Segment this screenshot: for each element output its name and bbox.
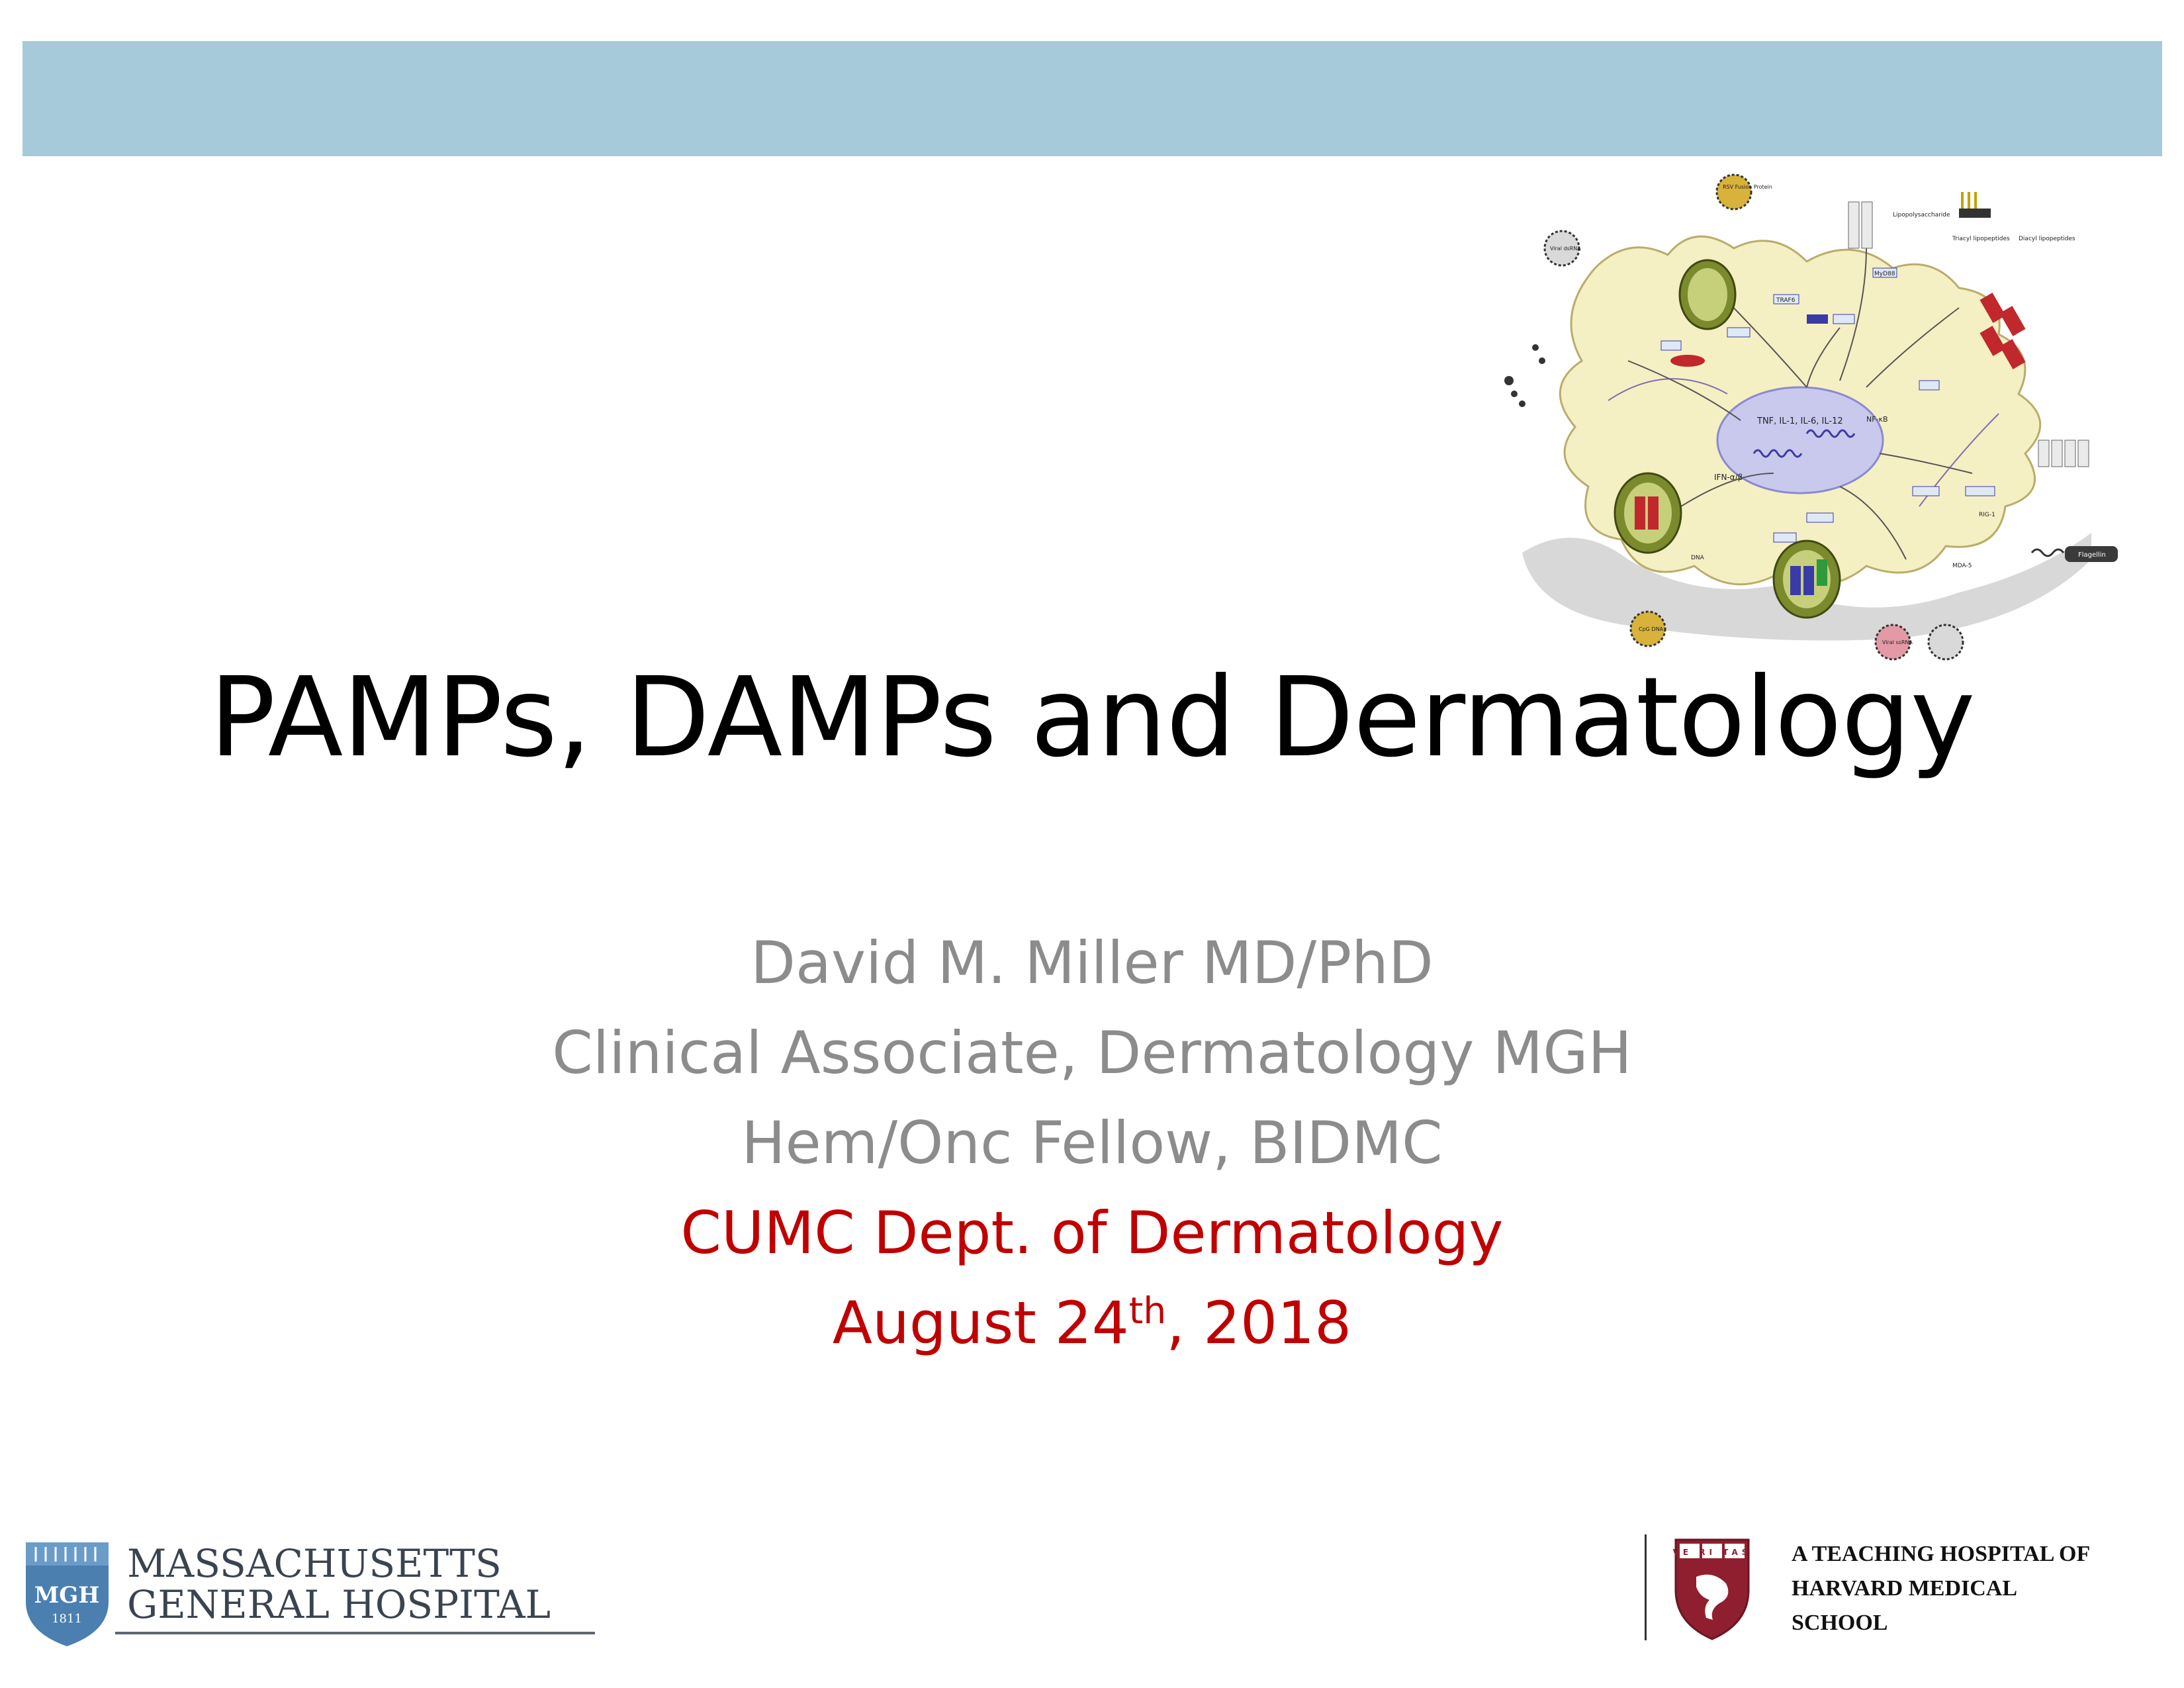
viral-dsrna-label: Viral dsRNA	[1550, 246, 1581, 252]
diacyl-label: Diacyl lipopeptides	[2019, 236, 2075, 242]
presenter-role-2: Hem/Onc Fellow, BIDMC	[741, 1109, 1443, 1177]
mgh-line-1: MASSACHUSETTS	[127, 1541, 502, 1586]
harvard-motto: VE RI TAS	[1673, 1548, 1751, 1557]
rsv-label: RSV Fusion Protein	[1723, 184, 1772, 190]
mgh-wordmark: MASSACHUSETTS GENERAL HOSPITAL	[127, 1543, 551, 1625]
top-banner-bar	[23, 41, 2162, 156]
presentation-date: August 24th, 2018	[0, 1278, 2184, 1368]
cytokine-label: TNF, IL-1, IL-6, IL-12	[1756, 416, 1843, 426]
presenter-role-1: Clinical Associate, Dermatology MGH	[552, 1019, 1632, 1087]
harvard-teaching-text: A TEACHING HOSPITAL OF HARVARD MEDICAL S…	[1792, 1542, 2091, 1635]
venue: CUMC Dept. of Dermatology	[680, 1199, 1504, 1267]
subtitle-block: David M. Miller MD/PhD Clinical Associat…	[0, 918, 2184, 1368]
mda5-label: MDA-5	[1952, 563, 1972, 569]
viral-ssrna-icon	[1874, 624, 1911, 661]
mgh-shield-text: MGH	[34, 1582, 100, 1609]
cpg-dna-label: CpG DNA	[1639, 626, 1664, 632]
rsv-pathogen-icon	[1715, 173, 1752, 211]
mgh-line-2: GENERAL HOSPITAL	[127, 1582, 551, 1627]
harvard-shield-icon: VE RI TAS	[1673, 1538, 1751, 1640]
rig1-label: RIG-1	[1979, 512, 1995, 518]
footer-divider	[1645, 1534, 1647, 1640]
myd88-label: MyD88	[1874, 271, 1895, 277]
viral-dsrna-icon	[1543, 230, 1580, 267]
viral-dsrna-2-icon	[1927, 624, 1964, 661]
flagellin-label: Flagellin	[2078, 551, 2106, 559]
mgh-underline	[115, 1632, 595, 1634]
mgh-logo: MGH 1811 MASSACHUSETTS GENERAL HOSPITAL	[23, 1539, 595, 1648]
lps-label: Lipopolysaccharide	[1893, 212, 1950, 218]
viral-ssrna-label: Viral ssRNA	[1882, 639, 1913, 645]
dna-label: DNA	[1691, 555, 1705, 561]
nfkb-label: NF-κB	[1866, 415, 1888, 424]
cpg-dna-icon	[1629, 610, 1666, 647]
slide-title: PAMPs, DAMPs and Dermatology	[209, 654, 1975, 782]
date-superscript: th	[1128, 1289, 1167, 1332]
date-suffix: , 2018	[1166, 1289, 1352, 1357]
presenter-name: David M. Miller MD/PhD	[751, 929, 1433, 997]
ifn-label: IFN-α/β	[1714, 473, 1743, 482]
nucleus-shape	[1716, 386, 1884, 494]
mgh-shield-icon: MGH 1811	[26, 1542, 109, 1646]
traf6-label: TRAF6	[1776, 297, 1796, 304]
triacyl-label: Triacyl lipopeptides	[1952, 236, 2010, 242]
innate-immunity-pathway-diagram: TNF, IL-1, IL-6, IL-12 NF-κB IFN-α/β TRA…	[1504, 173, 2118, 661]
date-prefix: August 24	[832, 1289, 1129, 1357]
mgh-shield-year: 1811	[52, 1612, 82, 1626]
